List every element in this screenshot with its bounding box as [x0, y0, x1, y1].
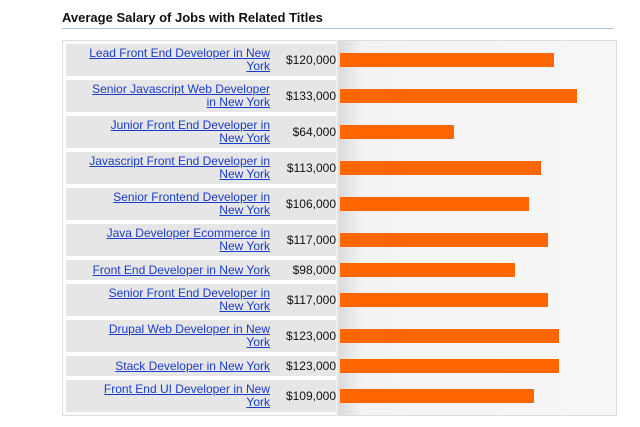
label-cell: Stack Developer in New York $123,000 — [66, 356, 336, 376]
label-cell: Javascript Front End Developer in New Yo… — [66, 152, 336, 184]
bar — [340, 329, 560, 343]
bar — [340, 359, 560, 373]
chart: Lead Front End Developer in New York $120… — [62, 40, 617, 416]
title-rule — [62, 28, 614, 29]
chart-row: Java Developer Ecommerce in New York $117… — [66, 224, 616, 256]
job-link[interactable]: Front End Developer in New York — [92, 262, 270, 277]
chart-title: Average Salary of Jobs with Related Titl… — [62, 10, 323, 25]
bar-cell — [336, 380, 616, 412]
label-cell: Junior Front End Developer in New York $6… — [66, 116, 336, 148]
value-label: $117,000 — [286, 233, 336, 247]
chart-row: Javascript Front End Developer in New Yo… — [66, 152, 616, 184]
job-link[interactable]: Stack Developer in New York — [115, 358, 270, 373]
value-label: $109,000 — [285, 389, 336, 403]
value-label: $123,000 — [285, 329, 336, 343]
value-label: $106,000 — [285, 197, 336, 211]
bar — [340, 389, 535, 403]
bar-cell — [336, 80, 616, 112]
chart-row: Senior Javascript Web Developer in New Y… — [66, 80, 616, 112]
bar — [340, 89, 577, 103]
job-link[interactable]: Senior Frontend Developer in New York — [113, 190, 270, 217]
chart-row: Front End Developer in New York $98,000 — [66, 260, 616, 280]
chart-row: Drupal Web Developer in New York $123,000 — [66, 320, 616, 352]
job-link[interactable]: Lead Front End Developer in New York — [89, 46, 270, 73]
label-cell: Front End Developer in New York $98,000 — [66, 260, 336, 280]
value-label: $133,000 — [285, 89, 336, 103]
value-label: $117,000 — [286, 293, 336, 307]
label-cell: Senior Front End Developer in New York $1… — [66, 284, 336, 316]
bar-cell — [336, 152, 616, 184]
bar-cell — [336, 320, 616, 352]
bar — [340, 125, 455, 139]
value-label: $120,000 — [285, 53, 336, 67]
chart-row: Senior Frontend Developer in New York $10… — [66, 188, 616, 220]
chart-row: Front End UI Developer in New York $109,0… — [66, 380, 616, 412]
bar-cell — [336, 188, 616, 220]
label-cell: Senior Javascript Web Developer in New Y… — [66, 80, 336, 112]
job-link[interactable]: Senior Front End Developer in New York — [108, 286, 270, 313]
bar-cell — [336, 284, 616, 316]
value-label: $64,000 — [292, 125, 336, 139]
label-cell: Drupal Web Developer in New York $123,000 — [66, 320, 336, 352]
bar-cell — [336, 44, 616, 76]
bar — [340, 293, 549, 307]
bar-cell — [336, 224, 616, 256]
job-link[interactable]: Front End UI Developer in New York — [103, 382, 270, 409]
bar — [340, 233, 549, 247]
value-label: $98,000 — [292, 263, 336, 277]
label-cell: Senior Frontend Developer in New York $10… — [66, 188, 336, 220]
job-link[interactable]: Drupal Web Developer in New York — [108, 322, 270, 349]
value-label: $123,000 — [285, 359, 336, 373]
label-cell: Front End UI Developer in New York $109,0… — [66, 380, 336, 412]
bar — [340, 263, 515, 277]
bar-cell — [336, 116, 616, 148]
chart-row: Stack Developer in New York $123,000 — [66, 356, 616, 376]
chart-row: Junior Front End Developer in New York $6… — [66, 116, 616, 148]
job-link[interactable]: Java Developer Ecommerce in New York — [106, 226, 270, 253]
chart-row: Senior Front End Developer in New York $1… — [66, 284, 616, 316]
chart-row: Lead Front End Developer in New York $120… — [66, 44, 616, 76]
job-link[interactable]: Senior Javascript Web Developer in New Y… — [92, 82, 270, 109]
value-label: $113,000 — [286, 161, 336, 175]
job-link[interactable]: Javascript Front End Developer in New Yo… — [89, 154, 270, 181]
label-cell: Java Developer Ecommerce in New York $117… — [66, 224, 336, 256]
job-link[interactable]: Junior Front End Developer in New York — [110, 118, 270, 145]
bar-cell — [336, 356, 616, 376]
bar — [340, 161, 542, 175]
bar — [340, 53, 554, 67]
bar — [340, 197, 529, 211]
bar-cell — [336, 260, 616, 280]
label-cell: Lead Front End Developer in New York $120… — [66, 44, 336, 76]
